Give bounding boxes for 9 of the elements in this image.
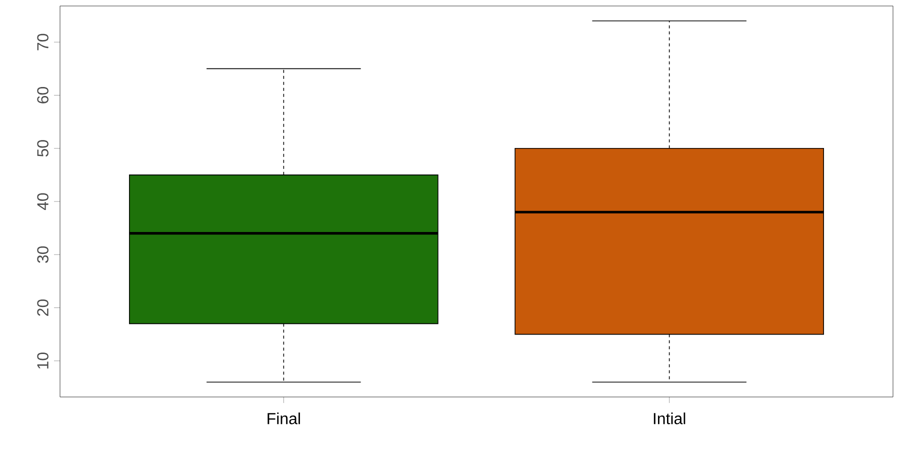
y-tick-label: 30	[37, 246, 48, 263]
x-tick-label: Final	[268, 412, 300, 424]
x-tick-label: Intial	[654, 412, 686, 424]
y-tick-label: 60	[37, 86, 48, 104]
y-tick-label: 40	[37, 193, 48, 210]
y-tick-label: 20	[37, 299, 48, 316]
y-tick-label: 10	[37, 352, 48, 369]
y-tick-label: 50	[37, 140, 48, 157]
y-tick-label: 70	[37, 34, 48, 50]
